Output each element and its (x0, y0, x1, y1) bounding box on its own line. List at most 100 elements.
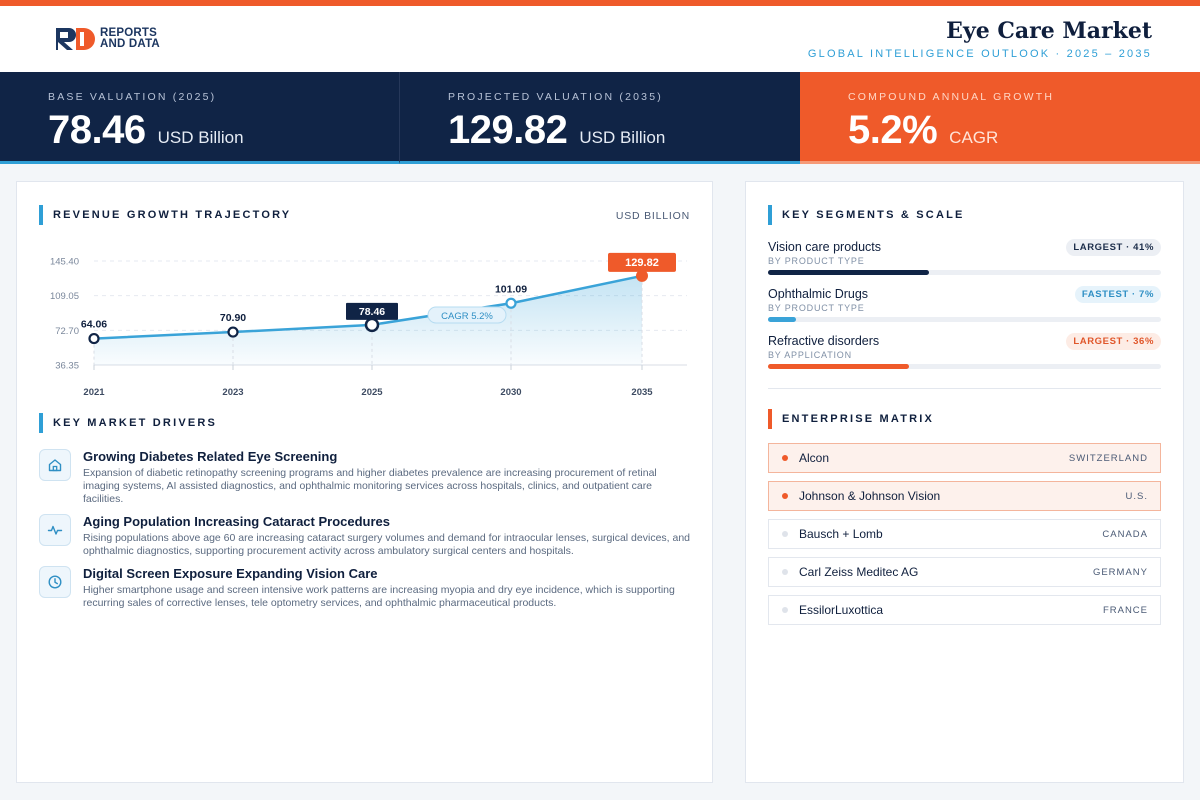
home-icon (39, 449, 71, 481)
company-name: Alcon (799, 451, 830, 465)
kpi-base-valuation: BASE VALUATION (2025) 78.46 USD Billion (0, 72, 400, 164)
data-point (364, 317, 380, 333)
data-label: 64.06 (81, 319, 107, 331)
matrix-section-header: ENTERPRISE MATRIX (768, 409, 934, 429)
company-country: SWITZERLAND (1068, 452, 1148, 464)
kpi-projected-valuation: PROJECTED VALUATION (2035) 129.82 USD Bi… (400, 72, 800, 164)
brand-logo[interactable]: REPORTS AND DATA (54, 26, 160, 52)
kpi-label: BASE VALUATION (2025) (48, 91, 217, 103)
clock-icon (39, 566, 71, 598)
drivers-section-header: KEY MARKET DRIVERS (39, 413, 217, 433)
pulse-icon (39, 514, 71, 546)
segments-section-header: KEY SEGMENTS & SCALE (768, 205, 965, 225)
section-accent (39, 413, 43, 433)
kpi-value: 5.2% (848, 108, 938, 152)
matrix-section-title: ENTERPRISE MATRIX (782, 413, 935, 425)
page-title: Eye Care Market (946, 18, 1152, 44)
status-dot (782, 569, 788, 575)
status-dot (782, 493, 788, 499)
segment-name: Vision care products (768, 240, 882, 254)
chart-section-title: REVENUE GROWTH TRAJECTORY (53, 209, 292, 221)
company-row[interactable]: Johnson & Johnson Vision U.S. (768, 481, 1161, 511)
section-divider (768, 388, 1161, 389)
chart-y-axis: 145.40 109.05 72.70 36.35 (50, 257, 79, 372)
value-callout (608, 252, 676, 272)
kpi-unit: USD Billion (157, 128, 244, 147)
enterprise-matrix: Alcon SWITZERLAND Johnson & Johnson Visi… (768, 443, 1161, 633)
driver-title: Aging Population Increasing Cataract Pro… (83, 514, 391, 529)
segment-item: Refractive disorders BY APPLICATION LARG… (768, 333, 1161, 381)
right-panel: KEY SEGMENTS & SCALE Vision care product… (745, 181, 1184, 783)
y-tick-label: 36.35 (55, 361, 79, 372)
segment-bar-track (768, 270, 1161, 275)
segment-name: Ophthalmic Drugs (768, 287, 869, 301)
driver-item: Digital Screen Exposure Expanding Vision… (39, 566, 699, 619)
status-dot (782, 455, 788, 461)
company-country: CANADA (1102, 528, 1148, 540)
data-label: 70.90 (220, 312, 246, 324)
y-tick-label: 109.05 (50, 291, 79, 302)
segment-bar-track (768, 317, 1161, 322)
y-tick-label: 72.70 (55, 326, 79, 337)
cagr-pill: CAGR 5.2% (427, 306, 507, 324)
chart-x-axis: 2021 2023 2025 2030 2035 (83, 365, 653, 398)
top-accent-bar (0, 0, 1200, 6)
driver-title: Digital Screen Exposure Expanding Vision… (83, 566, 378, 581)
page-header: REPORTS AND DATA Eye Care Market GLOBAL … (0, 6, 1200, 72)
kpi-cagr: COMPOUND ANNUAL GROWTH 5.2% CAGR (800, 72, 1200, 164)
driver-item: Growing Diabetes Related Eye Screening E… (39, 449, 699, 515)
segment-name: Refractive disorders (768, 334, 880, 348)
status-dot (782, 607, 788, 613)
segment-item: Ophthalmic Drugs BY PRODUCT TYPE FASTEST… (768, 286, 1161, 334)
kpi-label: PROJECTED VALUATION (2035) (448, 91, 663, 103)
rd-logo-icon (56, 28, 95, 50)
kpi-value: 129.82 (448, 108, 568, 152)
data-point (505, 297, 517, 309)
company-country: FRANCE (1102, 604, 1148, 616)
company-row[interactable]: Alcon SWITZERLAND (768, 443, 1161, 473)
company-name: Bausch + Lomb (799, 527, 883, 541)
driver-title: Growing Diabetes Related Eye Screening (83, 449, 338, 464)
left-panel: REVENUE GROWTH TRAJECTORY USD BILLION 14… (16, 181, 713, 783)
kpi-unit: USD Billion (579, 128, 666, 147)
driver-item: Aging Population Increasing Cataract Pro… (39, 514, 699, 567)
x-tick-label: 2021 (83, 387, 105, 398)
data-label: 129.82 (625, 257, 659, 269)
x-tick-label: 2030 (500, 387, 521, 398)
section-accent (39, 205, 43, 225)
segment-bar-track (768, 364, 1161, 369)
company-name: EssilorLuxottica (799, 603, 884, 617)
y-tick-label: 145.40 (50, 257, 79, 268)
chart-area (94, 275, 642, 365)
data-label: 78.46 (359, 306, 385, 318)
data-point (636, 269, 648, 282)
driver-description: Expansion of diabetic retinopathy screen… (83, 467, 657, 505)
segment-item: Vision care products BY PRODUCT TYPE LAR… (768, 239, 1161, 287)
segment-category: BY PRODUCT TYPE (768, 256, 865, 266)
company-row[interactable]: Carl Zeiss Meditec AG GERMANY (768, 557, 1161, 587)
company-row[interactable]: EssilorLuxottica FRANCE (768, 595, 1161, 625)
x-tick-label: 2035 (631, 387, 653, 398)
segments-section-title: KEY SEGMENTS & SCALE (782, 209, 965, 221)
x-tick-label: 2025 (361, 387, 383, 398)
kpi-value: 78.46 (48, 108, 146, 152)
company-name: Carl Zeiss Meditec AG (799, 565, 919, 579)
brand-line-1: REPORTS (100, 27, 157, 39)
value-callout (346, 302, 398, 320)
kpi-strip: BASE VALUATION (2025) 78.46 USD Billion … (0, 72, 1200, 164)
cagr-pill-label: CAGR 5.2% (441, 311, 493, 322)
drivers-list: Growing Diabetes Related Eye Screening E… (39, 449, 699, 619)
segment-bar-fill (768, 270, 930, 275)
company-country: U.S. (1125, 490, 1148, 502)
company-name: Johnson & Johnson Vision (799, 489, 941, 503)
segments-list: Vision care products BY PRODUCT TYPE LAR… (768, 239, 1161, 381)
data-point (88, 332, 100, 345)
chart-section-header: REVENUE GROWTH TRAJECTORY (39, 205, 291, 225)
company-row[interactable]: Bausch + Lomb CANADA (768, 519, 1161, 549)
segment-badge: LARGEST · 36% (1066, 333, 1161, 350)
status-dot (782, 531, 788, 537)
kpi-unit: CAGR (949, 128, 999, 147)
company-country: GERMANY (1092, 566, 1148, 578)
kpi-label: COMPOUND ANNUAL GROWTH (848, 91, 1055, 103)
